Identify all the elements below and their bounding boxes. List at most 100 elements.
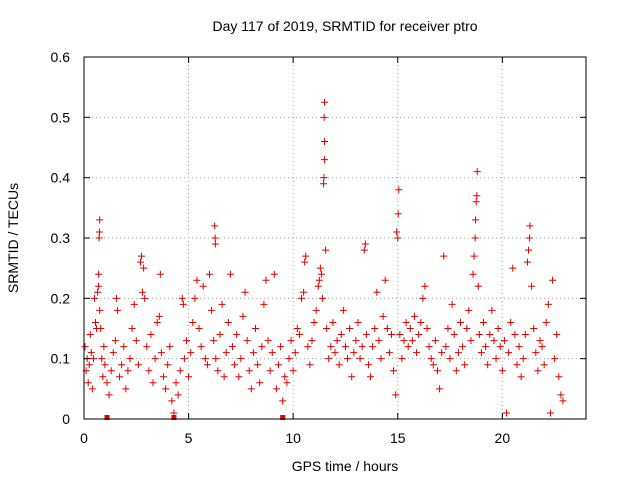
data-point [178,294,186,302]
data-point [553,331,561,339]
data-point [85,361,93,369]
data-point [81,343,89,351]
data-point [179,300,187,308]
data-point [528,282,536,290]
data-point [120,343,128,351]
y-tick-label: 0.3 [51,230,71,246]
x-axis-label: GPS time / hours [292,458,399,474]
data-point [555,373,563,381]
data-point [519,355,527,363]
data-point [314,282,322,290]
data-point [285,355,293,363]
y-tick-label: 0.5 [51,109,71,125]
data-point [258,343,266,351]
data-point [187,349,195,357]
data-point [402,318,410,326]
data-point [473,168,481,176]
data-point [444,325,452,332]
data-point [212,355,220,363]
data-point [375,337,383,345]
data-point [88,385,96,393]
data-point [116,373,124,381]
data-point [461,361,469,369]
chart-title: Day 117 of 2019, SRMTID for receiver ptr… [212,18,477,34]
data-point [103,379,111,387]
data-point [243,337,251,345]
data-point [268,349,276,357]
data-point [333,337,341,345]
data-point [176,367,184,375]
data-point [289,367,297,375]
data-point [551,355,559,363]
data-point [193,276,201,284]
data-point [354,318,362,326]
data-point [316,264,324,272]
data-point [272,385,280,393]
data-point [417,318,425,326]
data-point [492,355,500,363]
data-point [475,331,483,339]
data-point [526,222,534,230]
data-point [394,234,402,242]
data-point [532,349,540,357]
data-point [266,367,274,375]
y-tick-label: 0 [62,411,70,427]
data-point [356,355,364,363]
data-point [210,337,218,345]
x-tick-label: 15 [390,430,406,446]
data-point [112,294,120,302]
data-point [195,325,203,332]
data-point [511,331,519,339]
data-point [159,373,167,381]
data-point [400,337,408,345]
data-point [542,318,550,326]
data-point [95,270,103,278]
data-point [122,385,130,393]
data-point [164,361,172,369]
data-point [95,234,103,242]
data-point [174,391,182,399]
data-point [465,306,473,314]
data-point [226,270,234,278]
data-point [335,361,343,369]
data-point [247,385,255,393]
axis-ticks [83,56,586,420]
data-point [315,276,323,284]
data-point [427,355,435,363]
data-point [218,300,226,308]
data-point [141,294,149,302]
data-point [392,391,400,399]
data-point [503,409,511,417]
data-point [149,379,157,387]
data-point [473,192,481,200]
data-point [211,240,219,248]
data-point [197,343,205,351]
data-point [101,361,109,369]
data-point [321,98,329,106]
data-point [201,355,209,363]
data-point [185,373,193,381]
y-tick-label: 0.1 [51,351,71,367]
gap-marker [104,415,110,420]
data-point [364,361,372,369]
data-point [235,373,243,381]
data-point [231,361,239,369]
data-point [237,355,245,363]
data-point [96,306,104,314]
data-point [182,337,190,345]
data-point [557,391,565,399]
data-point [145,367,153,375]
data-point [143,343,151,351]
data-point [319,180,327,188]
data-point [166,343,174,351]
data-point [151,355,159,363]
data-point [310,318,318,326]
data-point [100,343,108,351]
data-point [337,331,345,339]
data-point [498,367,506,375]
data-point [162,385,170,393]
data-point [385,349,393,357]
data-point [318,294,326,302]
data-point [410,312,418,320]
data-point [358,343,366,351]
